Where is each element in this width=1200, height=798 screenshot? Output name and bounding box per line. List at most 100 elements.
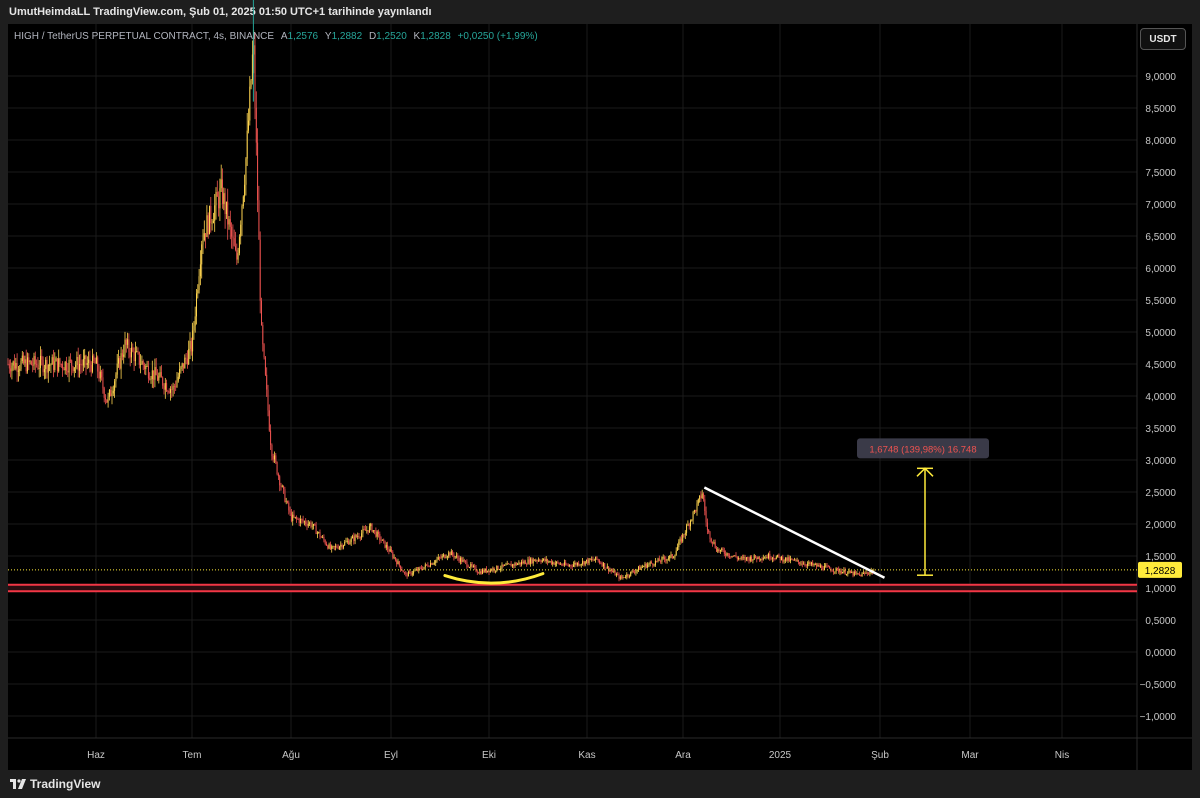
candle-body (636, 569, 638, 572)
candle (119, 355, 121, 371)
candle-body (846, 574, 847, 575)
candle (662, 554, 664, 560)
candle-body (262, 325, 264, 345)
candle (768, 552, 769, 560)
candle-body (127, 339, 129, 345)
x-tick-label: Eyl (384, 750, 398, 761)
candle (597, 558, 599, 563)
candle-body (608, 566, 610, 572)
candle-body (632, 571, 634, 573)
candle-body (532, 559, 534, 564)
candle-body (452, 551, 454, 555)
candle (229, 210, 231, 240)
candle (474, 563, 476, 570)
candle (43, 364, 45, 380)
candle (405, 570, 407, 577)
currency-button[interactable]: USDT (1140, 28, 1186, 50)
candle-body (526, 564, 528, 565)
candle-body (314, 523, 316, 526)
candle-body (164, 383, 166, 390)
candle (275, 453, 277, 465)
candle (318, 531, 320, 534)
candle (660, 559, 662, 564)
current-price-label: 1,2828 (1145, 566, 1176, 577)
rounded-bottom-arc (443, 572, 545, 585)
candle-body (289, 510, 291, 513)
candle-body (726, 553, 728, 556)
candle-body (216, 192, 218, 197)
candle (661, 556, 663, 565)
candle-body (563, 562, 565, 566)
candle-body (803, 563, 805, 565)
candle-body (521, 561, 522, 565)
candle (560, 562, 561, 565)
candle-body (60, 364, 62, 365)
candle (235, 231, 236, 252)
candle (647, 562, 649, 569)
candle (41, 349, 43, 366)
candle (24, 355, 26, 367)
candle (79, 354, 80, 378)
candle (610, 568, 612, 574)
candle (760, 558, 762, 562)
candle (131, 341, 132, 364)
candle-body (705, 510, 707, 523)
candle (140, 354, 142, 374)
candle (93, 353, 95, 364)
candle-body (34, 356, 36, 365)
candle (342, 544, 344, 550)
candle (287, 500, 288, 504)
candle (391, 546, 392, 553)
candle (805, 564, 807, 568)
candle-body (791, 558, 793, 560)
y-tick-label: 8,0000 (1145, 136, 1176, 147)
candle-body (180, 366, 182, 370)
candle (172, 382, 174, 397)
candle (92, 348, 93, 374)
candle-body (336, 546, 338, 548)
candle (540, 559, 542, 565)
candle (575, 561, 577, 567)
candle (596, 556, 598, 560)
candle (448, 550, 450, 559)
candle (366, 526, 368, 534)
candle-body (760, 559, 762, 560)
candle (531, 557, 533, 565)
candle-body (617, 574, 619, 575)
candle-body (736, 557, 738, 559)
candle (755, 554, 756, 559)
symbol-legend[interactable]: HIGH / TetherUS PERPETUAL CONTRACT, 4s, … (14, 31, 538, 42)
candle (645, 562, 647, 569)
candle-body (758, 556, 760, 560)
candle-body (778, 554, 780, 557)
candle-body (249, 86, 251, 121)
candle-body (383, 539, 385, 541)
candle-body (311, 525, 313, 527)
candle (25, 349, 27, 374)
candle-body (84, 355, 86, 360)
candle (327, 544, 329, 550)
candle (589, 558, 591, 561)
candle (778, 553, 780, 559)
candle (32, 357, 34, 373)
candle-body (498, 569, 500, 571)
candle-body (822, 568, 824, 570)
candle-body (385, 545, 387, 548)
candle-body (348, 540, 350, 545)
candle-body (524, 561, 526, 565)
candle-body (652, 563, 654, 566)
candle-body (574, 562, 576, 565)
candle (420, 565, 422, 571)
candle-body (800, 563, 802, 565)
candle (510, 561, 512, 567)
candle-body (375, 530, 377, 537)
y-tick-label: −1,0000 (1140, 712, 1177, 723)
candle-body (107, 396, 109, 403)
candle-body (46, 359, 48, 373)
candle (42, 356, 44, 376)
candle (658, 555, 660, 562)
candle-body (68, 359, 70, 373)
chart-frame[interactable] (8, 24, 1192, 770)
candle-body (223, 193, 225, 204)
